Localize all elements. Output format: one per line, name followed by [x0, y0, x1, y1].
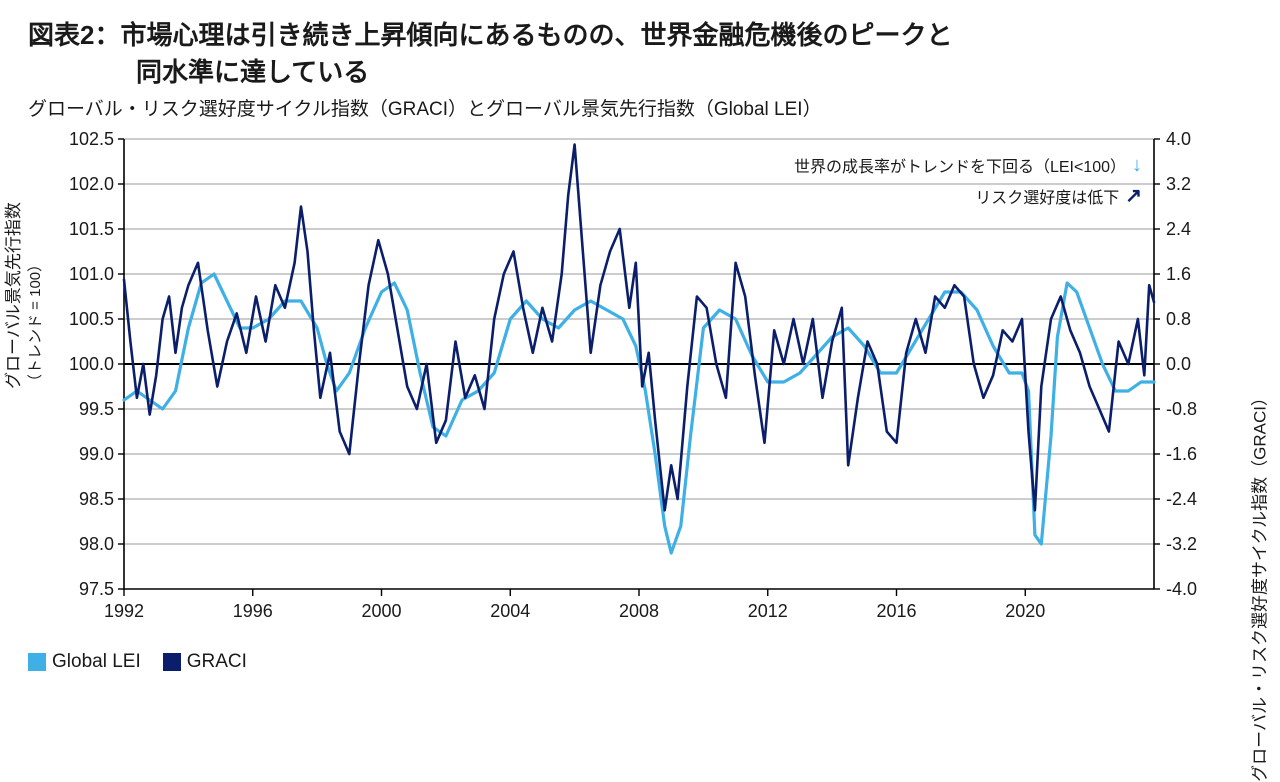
svg-text:3.2: 3.2 [1166, 174, 1191, 194]
svg-text:2016: 2016 [876, 601, 916, 621]
svg-text:98.0: 98.0 [79, 534, 114, 554]
svg-text:2.4: 2.4 [1166, 219, 1191, 239]
svg-text:99.0: 99.0 [79, 444, 114, 464]
chart-subtitle: グローバル・リスク選好度サイクル指数（GRACI）とグローバル景気先行指数（Gl… [28, 94, 1252, 121]
chart-container: グローバル景気先行指数（トレンド = 100） グローバル・リスク選好度サイクル… [28, 129, 1252, 649]
svg-text:2000: 2000 [361, 601, 401, 621]
svg-text:100.0: 100.0 [69, 354, 114, 374]
svg-text:-4.0: -4.0 [1166, 579, 1197, 599]
arrow-down-icon: ↓ [1132, 154, 1142, 177]
svg-text:0.8: 0.8 [1166, 309, 1191, 329]
svg-text:1992: 1992 [104, 601, 144, 621]
svg-text:101.5: 101.5 [69, 219, 114, 239]
chart-title-line1: 図表2：市場心理は引き続き上昇傾向にあるものの、世界金融危機後のピークと [28, 18, 1252, 53]
svg-text:101.0: 101.0 [69, 264, 114, 284]
svg-text:0.0: 0.0 [1166, 354, 1191, 374]
svg-text:1996: 1996 [233, 601, 273, 621]
svg-text:102.5: 102.5 [69, 129, 114, 149]
y-axis-right-label: グローバル・リスク選好度サイクル指数（GRACI） [1246, 389, 1271, 782]
annotation-graci: リスク選好度は低下 ↗ [975, 183, 1142, 208]
legend-swatch-lei [28, 653, 46, 671]
annotation-lei: 世界の成長率がトレンドを下回る（LEI<100） ↓ [794, 153, 1142, 177]
svg-text:100.5: 100.5 [69, 309, 114, 329]
legend-swatch-graci [163, 653, 181, 671]
legend-item-graci: GRACI [163, 651, 247, 673]
svg-text:2020: 2020 [1005, 601, 1045, 621]
svg-text:102.0: 102.0 [69, 174, 114, 194]
chart-legend: Global LEI GRACI [28, 651, 1252, 673]
arrow-up-right-icon: ↗ [1125, 183, 1142, 208]
svg-text:2004: 2004 [490, 601, 530, 621]
svg-text:-0.8: -0.8 [1166, 399, 1197, 419]
y-axis-left-label: グローバル景気先行指数（トレンド = 100） [0, 202, 45, 389]
svg-text:99.5: 99.5 [79, 399, 114, 419]
legend-item-lei: Global LEI [28, 651, 141, 673]
svg-text:4.0: 4.0 [1166, 129, 1191, 149]
svg-text:-3.2: -3.2 [1166, 534, 1197, 554]
svg-text:97.5: 97.5 [79, 579, 114, 599]
chart-title-line2: 同水準に達している [28, 55, 1252, 90]
svg-text:2012: 2012 [748, 601, 788, 621]
svg-text:-1.6: -1.6 [1166, 444, 1197, 464]
svg-text:1.6: 1.6 [1166, 264, 1191, 284]
svg-text:2008: 2008 [619, 601, 659, 621]
svg-text:-2.4: -2.4 [1166, 489, 1197, 509]
svg-text:98.5: 98.5 [79, 489, 114, 509]
